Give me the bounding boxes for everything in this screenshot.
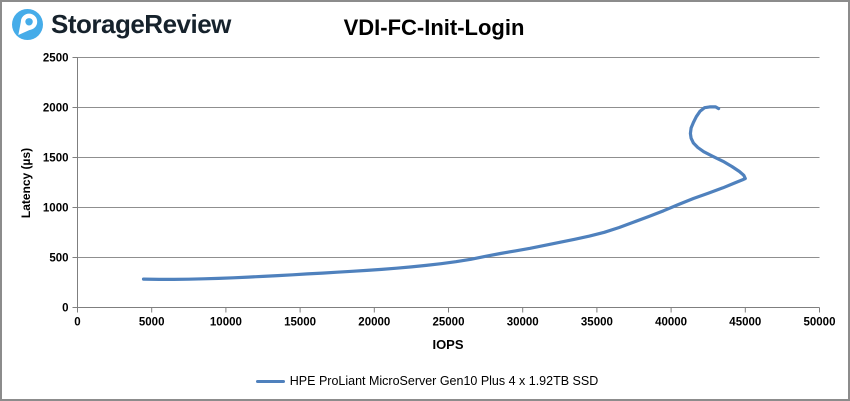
- x-tick-label: 15000: [284, 317, 316, 329]
- x-axis-title: IOPS: [432, 337, 464, 352]
- x-tick-label: 20000: [358, 317, 390, 329]
- legend-line-swatch: [255, 379, 285, 383]
- x-tick-label: 50000: [804, 317, 836, 329]
- x-tick-label: 45000: [729, 317, 761, 329]
- y-axis-title: Latency (µs): [19, 147, 33, 219]
- x-tick-label: 35000: [581, 317, 613, 329]
- y-tick-label: 1500: [43, 153, 69, 165]
- x-tick-label: 30000: [507, 317, 539, 329]
- y-tick-label: 1000: [43, 203, 69, 215]
- storagereview-logo[interactable]: StorageReview: [12, 9, 231, 40]
- y-tick-label: 2500: [43, 53, 69, 65]
- y-tick-label: 2000: [43, 103, 69, 115]
- y-tick-label: 0: [62, 303, 68, 315]
- logo-text: StorageReview: [51, 9, 231, 39]
- x-tick-label: 40000: [655, 317, 687, 329]
- storagereview-pin-icon: [12, 9, 43, 40]
- y-tick-label: 500: [49, 253, 68, 265]
- legend: HPE ProLiant MicroServer Gen10 Plus 4 x …: [2, 374, 848, 388]
- x-tick-label: 25000: [433, 317, 465, 329]
- series-line: [141, 105, 747, 281]
- x-tick-label: 5000: [139, 317, 165, 329]
- x-tick-label: 0: [74, 317, 80, 329]
- chart-title: VDI-FC-Init-Login: [343, 15, 525, 40]
- legend-label: HPE ProLiant MicroServer Gen10 Plus 4 x …: [289, 374, 599, 388]
- x-tick-label: 10000: [210, 317, 242, 329]
